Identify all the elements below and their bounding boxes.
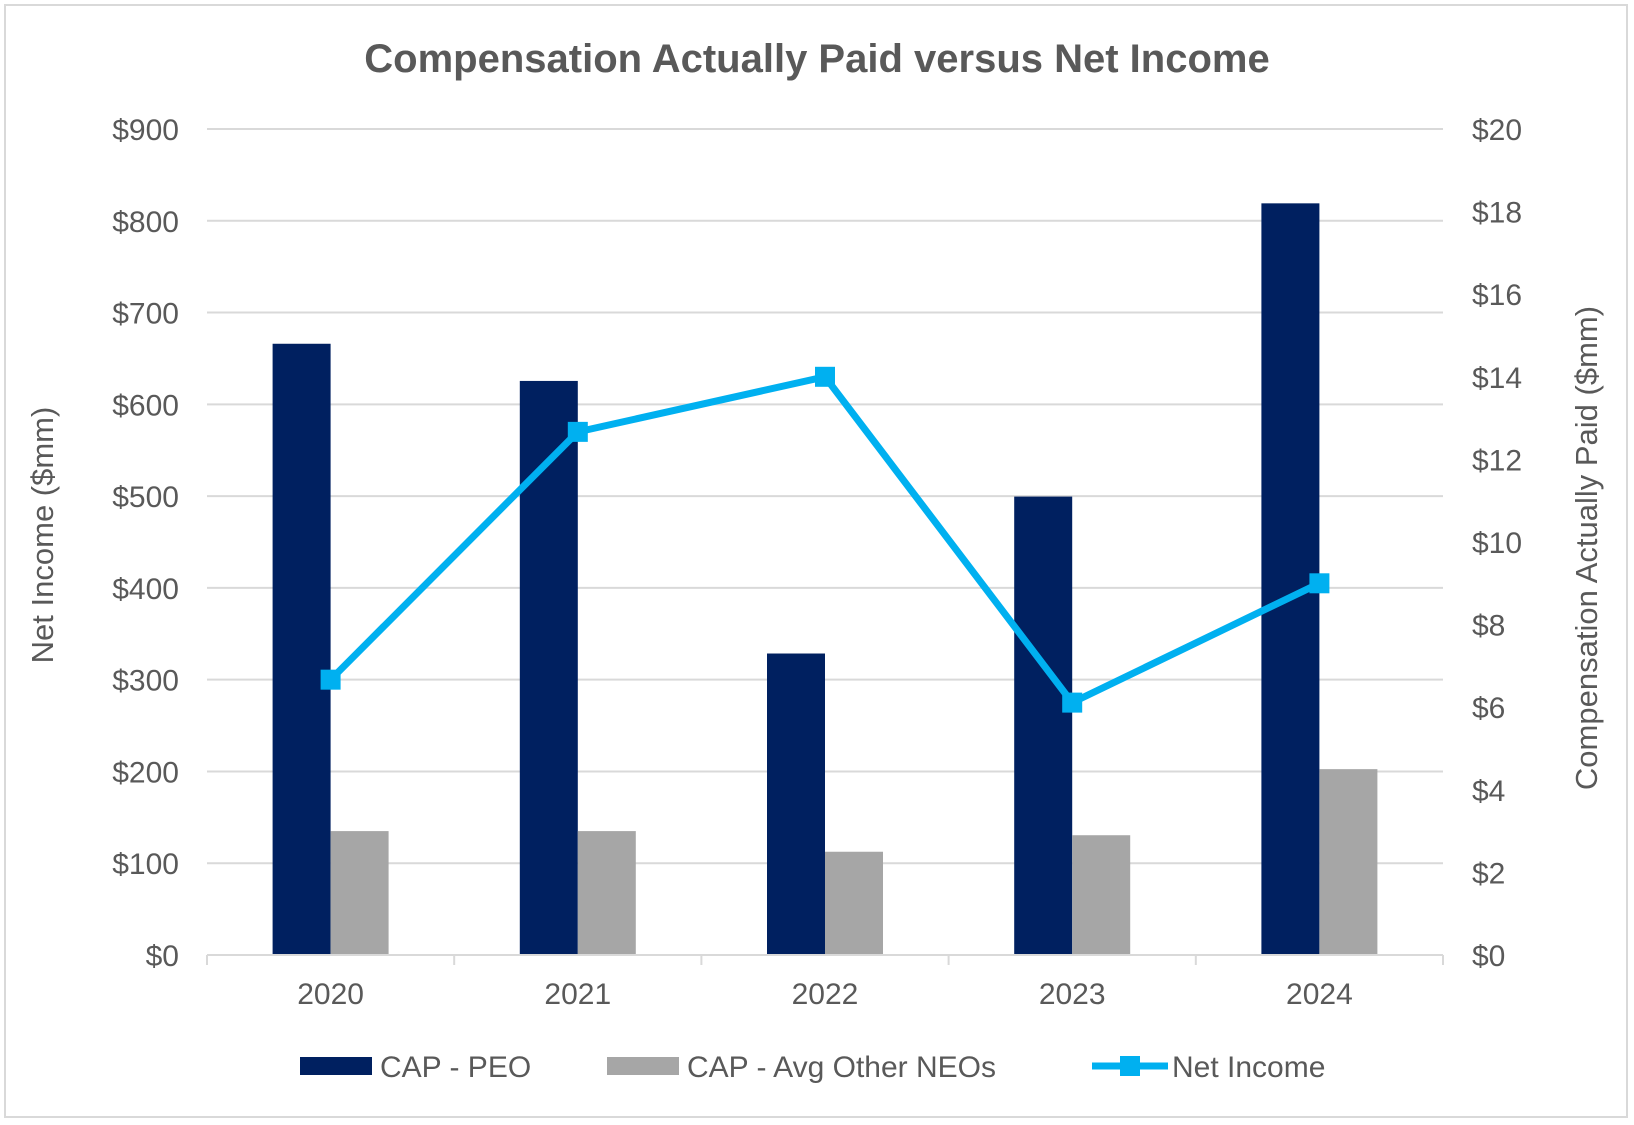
- right-axis-ticks: $0 $2 $4 $6 $8 $10 $12 $14 $16 $18 $20: [1472, 114, 1522, 973]
- legend-cap-avg-other-neos-label: CAP - Avg Other NEOs: [687, 1051, 996, 1084]
- net-income-marker: [320, 669, 341, 690]
- bar-cap-avg-other-neos: [577, 831, 636, 955]
- right-tick-label: $6: [1472, 692, 1505, 725]
- right-tick-label: $14: [1472, 362, 1522, 395]
- left-tick-label: $100: [112, 848, 179, 881]
- left-tick-label: $800: [112, 206, 179, 239]
- net-income-marker: [1309, 573, 1330, 594]
- bar-cap-peo: [767, 653, 825, 955]
- left-axis-ticks: $0 $100 $200 $300 $400 $500 $600 $700 $800 $900: [112, 114, 179, 973]
- x-tick-label: 2023: [1039, 978, 1106, 1011]
- net-income-marker: [1062, 692, 1083, 713]
- left-tick-label: $400: [112, 573, 179, 606]
- chart-title: Compensation Actually Paid versus Net In…: [364, 37, 1269, 81]
- x-tick-label: 2021: [544, 978, 611, 1011]
- bar-cap-avg-other-neos: [1319, 769, 1378, 955]
- left-tick-label: $700: [112, 298, 179, 331]
- left-tick-label: $300: [112, 665, 179, 698]
- right-tick-label: $20: [1472, 114, 1522, 147]
- left-tick-label: $200: [112, 756, 179, 789]
- right-tick-label: $12: [1472, 444, 1522, 477]
- bar-cap-peo: [519, 380, 578, 955]
- right-tick-label: $4: [1472, 775, 1505, 808]
- net-income-marker: [815, 366, 835, 387]
- left-tick-label: $600: [112, 389, 179, 422]
- right-tick-label: $16: [1472, 279, 1522, 312]
- net-income-line-group: [320, 366, 1330, 713]
- right-tick-label: $10: [1472, 527, 1522, 560]
- x-tick-label: 2024: [1286, 978, 1353, 1011]
- legend-net-income-label: Net Income: [1172, 1051, 1325, 1084]
- left-axis-label: Net Income ($mm): [25, 407, 60, 664]
- right-axis-label: Compensation Actually Paid ($mm): [1569, 306, 1604, 790]
- legend-cap-avg-other-neos-swatch: [607, 1057, 679, 1075]
- gridlines: [207, 128, 1443, 865]
- right-tick-label: $8: [1472, 610, 1505, 643]
- x-tick-label: 2020: [297, 978, 364, 1011]
- left-tick-label: $900: [112, 114, 179, 147]
- bar-cap-peo: [1014, 496, 1073, 955]
- left-tick-label: $500: [112, 481, 179, 514]
- legend-cap-peo-label: CAP - PEO: [380, 1051, 531, 1084]
- bar-cap-peo: [272, 343, 331, 955]
- net-income-marker: [567, 421, 588, 442]
- legend-net-income-marker: [1120, 1056, 1140, 1076]
- bars: [272, 203, 1378, 956]
- legend: CAP - PEO CAP - Avg Other NEOs Net Income: [300, 1051, 1325, 1084]
- bar-cap-avg-other-neos: [330, 831, 389, 955]
- right-tick-label: $0: [1472, 940, 1505, 973]
- bar-cap-avg-other-neos: [825, 851, 883, 955]
- right-tick-label: $2: [1472, 857, 1505, 890]
- left-tick-label: $0: [146, 940, 179, 973]
- right-tick-label: $18: [1472, 197, 1522, 230]
- x-axis-ticks: 2020 2021 2022 2023 2024: [206, 954, 1444, 1011]
- bar-cap-avg-other-neos: [1072, 835, 1131, 955]
- x-tick-label: 2022: [792, 978, 859, 1011]
- legend-cap-peo-swatch: [300, 1057, 372, 1075]
